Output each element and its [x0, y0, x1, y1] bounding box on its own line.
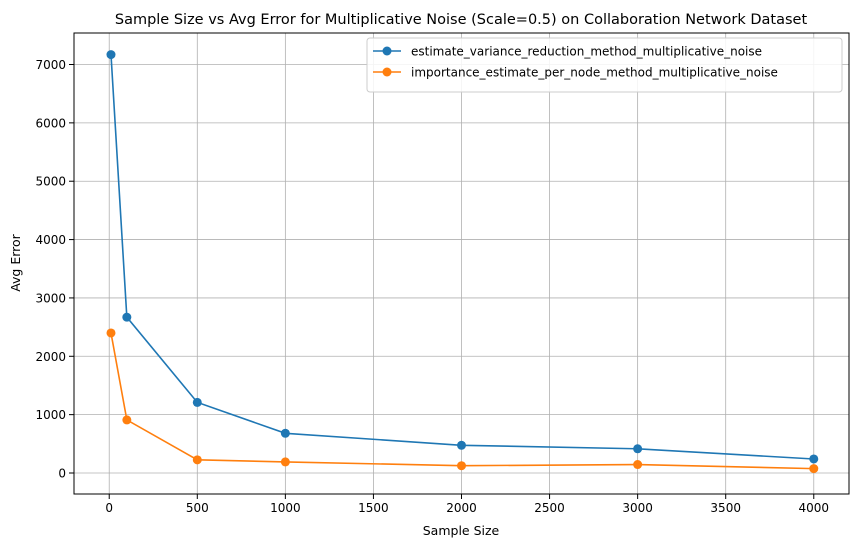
data-point [192, 397, 202, 407]
legend-label: importance_estimate_per_node_method_mult… [411, 66, 778, 80]
data-point [457, 461, 466, 471]
plot-frame [73, 32, 850, 495]
legend-box [366, 37, 843, 93]
legend: estimate_variance_reduction_method_multi… [366, 37, 843, 93]
legend-label: estimate_variance_reduction_method_multi… [411, 45, 762, 59]
x-tick-label: 3500 [710, 501, 741, 515]
legend-marker [382, 67, 392, 77]
data-point [280, 428, 290, 438]
x-tick-label: 1000 [270, 501, 301, 515]
y-tick-label: 5000 [35, 175, 66, 189]
x-tick-label: 2500 [534, 501, 565, 515]
y-tick-label: 4000 [35, 233, 66, 247]
y-tick-label: 1000 [35, 408, 66, 422]
data-point [633, 460, 643, 470]
x-tick-label: 2000 [446, 501, 477, 515]
x-axis-ticks: 0 500 1000 1500 2000 2500 3000 3500 4000 [105, 494, 829, 515]
data-point [106, 328, 116, 338]
chart-title: Sample Size vs Avg Error for Multiplicat… [115, 12, 808, 28]
y-tick-label: 2000 [35, 350, 66, 364]
y-tick-label: 0 [58, 466, 66, 480]
legend-marker [382, 46, 392, 56]
data-point [122, 312, 132, 322]
x-tick-label: 3000 [622, 501, 653, 515]
data-point [633, 444, 643, 454]
data-point [457, 440, 466, 450]
series-layer [106, 50, 819, 474]
data-point [106, 50, 116, 60]
y-axis-label: Avg Error [8, 233, 23, 291]
data-point [192, 455, 202, 465]
y-axis-ticks: 0 1000 2000 3000 4000 5000 6000 7000 [35, 58, 74, 480]
data-point [280, 457, 290, 467]
y-tick-label: 6000 [35, 116, 66, 130]
data-point [809, 454, 819, 464]
x-tick-label: 500 [186, 501, 209, 515]
x-tick-label: 0 [105, 501, 113, 515]
data-point [122, 415, 132, 425]
series-line-1 [110, 54, 814, 460]
data-point [809, 464, 819, 474]
x-tick-label: 4000 [798, 501, 829, 515]
x-tick-label: 1500 [358, 501, 389, 515]
grid [74, 33, 849, 494]
y-tick-label: 3000 [35, 291, 66, 305]
x-axis-label: Sample Size [423, 523, 500, 538]
y-tick-label: 7000 [35, 58, 66, 72]
